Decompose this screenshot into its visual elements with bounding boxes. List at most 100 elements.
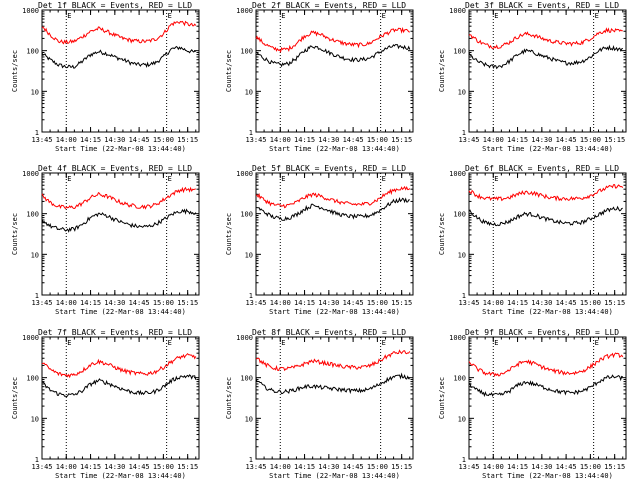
y-tick-label: 1000 [22,170,39,178]
y-tick-label: 10 [458,88,466,96]
series-line-events [255,196,410,221]
x-tick-label: 14:00 [483,136,504,144]
plot-frame [255,336,414,460]
time-marker-label: E [382,12,386,20]
y-tick-label: 1 [35,292,39,300]
x-tick-label: 14:15 [294,299,315,307]
series-line-events [255,44,411,68]
y-axis-label: Counts/sec [225,377,233,419]
time-marker-label: E [595,339,599,347]
time-marker-label: E [168,339,172,347]
time-marker-label: E [168,175,172,183]
panel-title: Det 9f BLACK = Events, RED = LLD [465,328,619,337]
x-tick-label: 14:45 [343,136,364,144]
y-tick-label: 100 [26,48,39,56]
plot-frame [468,9,627,133]
x-tick-label: 13:45 [31,299,52,307]
chart-panel-3: Det 3f BLACK = Events, RED = LLD 1 10 100 10… [438,1,627,153]
x-tick-label: 14:30 [531,463,552,471]
x-tick-label: 14:45 [556,136,577,144]
x-tick-label: 14:45 [556,463,577,471]
y-axis-label: Counts/sec [11,50,19,92]
y-tick-label: 100 [26,375,39,383]
y-tick-label: 1000 [449,170,466,178]
x-tick-label: 15:15 [391,136,412,144]
panel-title: Det 2f BLACK = Events, RED = LLD [252,1,406,10]
series-line-events [468,44,624,70]
y-axis-label: Counts/sec [438,213,446,255]
x-tick-label: 14:00 [483,299,504,307]
x-tick-label: 14:15 [80,463,101,471]
x-tick-label: 14:30 [318,299,339,307]
chart-panel-8: Det 8f BLACK = Events, RED = LLD 1 10 100 10… [225,328,414,480]
y-tick-label: 1 [249,456,253,464]
series-line-lld [41,352,197,379]
x-tick-label: 14:45 [556,299,577,307]
y-tick-label: 10 [31,88,39,96]
time-marker-label: E [67,175,71,183]
time-marker-label: E [281,12,285,20]
y-tick-label: 1 [35,456,39,464]
y-tick-label: 100 [453,211,466,219]
x-tick-label: 14:30 [318,463,339,471]
y-tick-label: 1000 [236,170,253,178]
x-tick-label: 15:15 [604,136,625,144]
y-tick-label: 100 [240,375,253,383]
panel-title: Det 4f BLACK = Events, RED = LLD [38,164,192,173]
x-tick-label: 15:00 [580,136,601,144]
series-line-events [41,45,196,69]
x-axis-label: Start Time (22-Mar-08 13:44:40) [269,472,400,480]
x-tick-label: 14:00 [56,463,77,471]
x-tick-label: 14:00 [270,299,291,307]
y-tick-label: 100 [453,375,466,383]
y-tick-label: 10 [458,415,466,423]
series-line-lld [468,184,624,202]
series-line-events [41,208,197,233]
y-tick-label: 100 [240,48,253,56]
x-tick-label: 14:15 [294,136,315,144]
y-tick-label: 100 [453,48,466,56]
x-tick-label: 14:15 [294,463,315,471]
series-line-events [255,372,410,395]
y-tick-label: 1000 [449,334,466,342]
x-tick-label: 15:00 [153,136,174,144]
x-tick-label: 15:00 [580,463,601,471]
plot-frame [468,172,627,296]
y-tick-label: 1000 [449,7,466,15]
series-line-lld [468,352,624,378]
y-tick-label: 1 [462,456,466,464]
chart-panel-2: Det 2f BLACK = Events, RED = LLD 1 10 100 10… [225,1,414,153]
x-tick-label: 15:15 [391,299,412,307]
y-tick-label: 1000 [22,334,39,342]
x-tick-label: 13:45 [245,299,266,307]
y-tick-label: 1000 [22,7,39,15]
x-tick-label: 13:45 [458,299,479,307]
y-tick-label: 10 [31,251,39,259]
x-axis-label: Start Time (22-Mar-08 13:44:40) [482,308,613,316]
x-tick-label: 14:30 [104,463,125,471]
x-tick-label: 14:00 [56,136,77,144]
chart-panel-1: Det 1f BLACK = Events, RED = LLD 1 10 100 10… [11,1,200,153]
chart-panel-6: Det 6f BLACK = Events, RED = LLD 1 10 100 10… [438,164,627,316]
y-axis-label: Counts/sec [438,377,446,419]
time-marker-label: E [281,339,285,347]
plot-frame [41,336,200,460]
series-line-lld [256,349,411,372]
x-tick-label: 14:30 [318,136,339,144]
y-tick-label: 1 [462,129,466,137]
chart-panel-9: Det 9f BLACK = Events, RED = LLD 1 10 100 10… [438,328,627,480]
panel-title: Det 6f BLACK = Events, RED = LLD [465,164,619,173]
plot-frame [255,9,414,133]
x-tick-label: 15:00 [580,299,601,307]
panel-title: Det 7f BLACK = Events, RED = LLD [38,328,192,337]
x-tick-label: 15:15 [177,136,198,144]
y-tick-label: 10 [245,415,253,423]
x-tick-label: 15:15 [177,299,198,307]
panel-title: Det 1f BLACK = Events, RED = LLD [38,1,192,10]
time-marker-label: E [595,12,599,20]
x-tick-label: 14:00 [270,463,291,471]
chart-panel-4: Det 4f BLACK = Events, RED = LLD 1 10 100 10… [11,164,200,316]
x-tick-label: 14:45 [343,463,364,471]
x-tick-label: 14:15 [80,299,101,307]
y-tick-label: 10 [245,251,253,259]
